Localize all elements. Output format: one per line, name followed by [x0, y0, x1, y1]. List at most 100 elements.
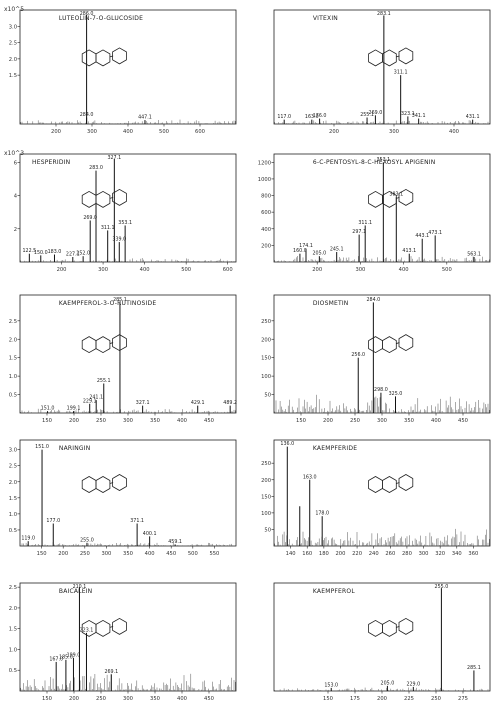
x-tick-label: 400 [140, 267, 150, 273]
y-tick-label: 2.5 [9, 585, 17, 591]
x-tick-label: 450 [458, 418, 468, 424]
peak-label: 255.0 [80, 537, 94, 543]
peak-label: 229.1 [83, 398, 97, 404]
spectrum-chart: 150 200 250 300 350 400 450 500 550 0.5 1.0 1.5 2.0 2… [9, 439, 237, 557]
peak-label: 178.0 [315, 511, 329, 517]
baseline-noise [274, 394, 490, 413]
peak-label: 311.1 [358, 220, 372, 226]
peak-label: 297.1 [352, 229, 366, 235]
spectrum-panel: 150 200 250 300 350 400 450 0.5 1.0 1.5 2.0 2.5 210.… [2, 575, 242, 705]
peak-label: 286.0 [80, 11, 94, 17]
peak-label: 205.0 [312, 251, 326, 257]
y-multiplier: x10^5 [4, 6, 24, 13]
plot-frame [19, 9, 237, 125]
peak-label: 205.0 [381, 680, 395, 686]
x-tick-label: 300 [389, 129, 399, 135]
plot-frame [273, 153, 491, 263]
x-tick-label: 500 [181, 267, 191, 273]
plot-frame [19, 153, 237, 263]
y-tick-label: 2 [14, 227, 17, 233]
y-tick-label: 4 [14, 194, 18, 200]
y-tick-label: 3.0 [9, 448, 17, 454]
x-tick-label: 225 [404, 696, 414, 702]
y-tick-label: 250 [261, 461, 271, 467]
y-multiplier: x10^3 [4, 150, 24, 157]
x-tick-label: 300 [123, 696, 133, 702]
spectrum-panel: x10^3 200 300 400 500 600 2 4 6 327.1 283.0 311.1 26… [2, 146, 242, 276]
spectrum-panel: 150 200 250 300 350 400 450 0.5 1.0 1.5 2.0 2.5 285.… [2, 287, 242, 427]
plot-frame [273, 294, 491, 414]
peak-label: 223.1 [80, 627, 94, 633]
plot-frame [273, 9, 491, 125]
molecule-structure-icon [81, 188, 127, 208]
x-tick-label: 300 [87, 129, 97, 135]
y-tick-label: 2.5 [9, 319, 17, 325]
x-tick-label: 300 [355, 267, 365, 273]
peak-label: 227.1 [66, 252, 80, 258]
x-tick-label: 300 [419, 551, 429, 557]
x-tick-label: 200 [57, 267, 67, 273]
peak-label: 119.0 [21, 536, 35, 542]
y-tick-label: 2.5 [9, 464, 17, 470]
x-tick-label: 250 [350, 418, 360, 424]
peak-label: 327.1 [107, 155, 121, 161]
baseline-noise [20, 258, 236, 262]
molecule-structure-icon [368, 474, 414, 493]
x-tick-label: 400 [431, 418, 441, 424]
x-tick-label: 240 [369, 551, 379, 557]
plot-frame [273, 582, 491, 692]
baseline-noise [20, 119, 236, 124]
compound-title: LUTEOLIN-7-O-GLUCOSIDE [59, 15, 143, 22]
plot-frame [19, 294, 237, 414]
y-tick-label: 0.5 [9, 668, 17, 674]
peak-label: 210.1 [73, 584, 87, 590]
x-tick-label: 340 [452, 551, 462, 557]
plot-frame [19, 439, 237, 547]
peak-label: 327.1 [136, 400, 150, 406]
x-tick-label: 400 [123, 129, 133, 135]
peak-label: 323.1 [401, 111, 415, 117]
x-tick-label: 550 [209, 551, 219, 557]
x-tick-label: 200 [51, 129, 61, 135]
peak-label: 285.1 [467, 665, 481, 671]
peak-label: 117.0 [277, 114, 291, 120]
x-tick-label: 350 [123, 551, 133, 557]
y-tick-label: 1.0 [9, 512, 17, 518]
y-tick-label: 400 [261, 227, 271, 233]
x-tick-label: 450 [204, 418, 214, 424]
x-tick-label: 150 [42, 418, 52, 424]
spectrum-chart: 140 160 180 200 220 240 260 280 300 320 340 360 50 10… [261, 439, 491, 557]
x-tick-label: 300 [377, 418, 387, 424]
peak-label: 255.1 [97, 378, 111, 384]
molecule-structure-icon [81, 617, 127, 637]
y-tick-label: 100 [261, 511, 271, 517]
y-tick-label: 2.0 [9, 337, 17, 343]
x-tick-label: 450 [166, 551, 176, 557]
spectrum-panel: 150 200 250 300 350 400 450 50 100 150 200 250 284.0… [256, 287, 496, 427]
x-tick-label: 320 [435, 551, 445, 557]
x-tick-label: 175 [350, 696, 360, 702]
x-tick-label: 150 [37, 551, 47, 557]
compound-title: KAEMPFEROL-3-O-RUTINOSIDE [59, 300, 156, 307]
peak-label: 269.0 [83, 215, 97, 221]
peak-label: 353.1 [118, 220, 132, 226]
x-tick-label: 350 [150, 696, 160, 702]
spectrum-chart: x10^3 200 300 400 500 600 2 4 6 327.1 283.0 311.1 26… [4, 150, 237, 273]
x-tick-label: 350 [404, 418, 414, 424]
y-tick-label: 2.0 [9, 480, 17, 486]
x-tick-label: 250 [431, 696, 441, 702]
compound-title: KAEMPFERIDE [313, 445, 357, 452]
peak-label: 311.1 [394, 70, 408, 76]
x-tick-label: 450 [204, 696, 214, 702]
x-tick-label: 275 [458, 696, 468, 702]
peak-label: 473.1 [428, 230, 442, 236]
x-tick-label: 250 [96, 696, 106, 702]
y-tick-label: 150 [261, 356, 271, 362]
x-tick-label: 200 [312, 267, 322, 273]
x-tick-label: 600 [223, 267, 233, 273]
x-tick-label: 360 [468, 551, 478, 557]
spectrum-chart: x10^5 200 300 400 500 600 1.5 2.0 2.5 3.0 286.0 284… [4, 6, 237, 135]
compound-title: 6-C-PENTOSYL-8-C-HEXOSYL APIGENIN [313, 159, 436, 166]
peak-label: 283.0 [89, 165, 103, 171]
x-tick-label: 250 [96, 418, 106, 424]
